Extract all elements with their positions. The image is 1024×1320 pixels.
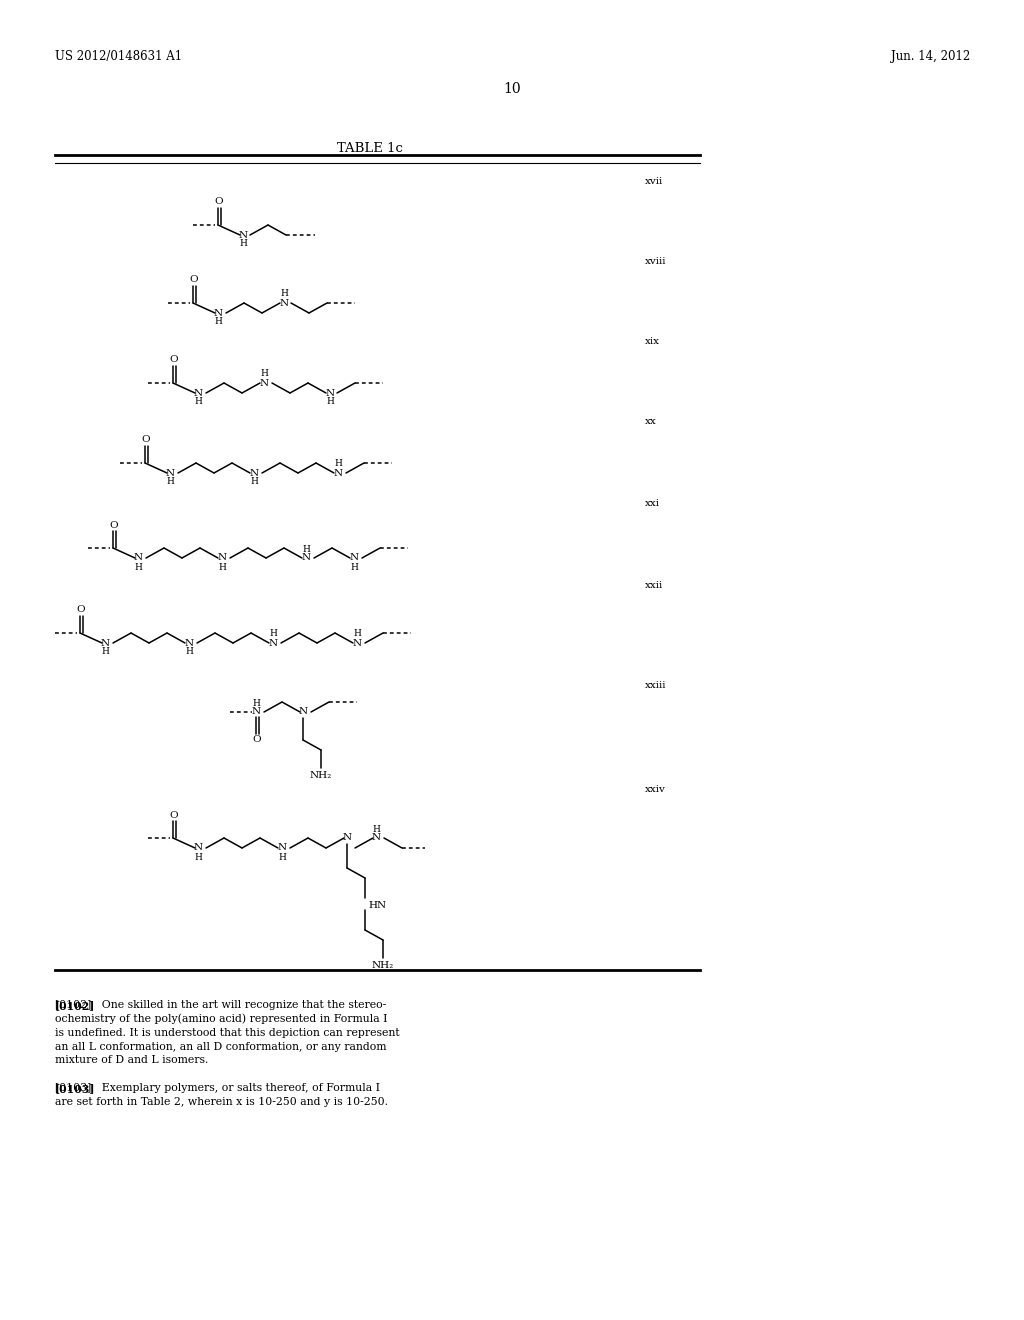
Text: N: N [194,388,203,397]
Text: N: N [217,553,226,562]
Text: TABLE 1c: TABLE 1c [337,143,402,154]
Text: O: O [215,198,223,206]
Text: xxiii: xxiii [645,681,667,689]
Text: H: H [326,397,334,407]
Text: N: N [268,639,278,648]
Text: [0102]   One skilled in the art will recognize that the stereo-
ochemistry of th: [0102] One skilled in the art will recog… [55,1001,399,1065]
Text: H: H [280,289,288,298]
Text: xxi: xxi [645,499,660,507]
Text: xxii: xxii [645,581,664,590]
Text: N: N [250,469,259,478]
Text: HN: HN [368,900,386,909]
Text: N: N [352,639,361,648]
Text: N: N [259,379,268,388]
Text: H: H [252,698,260,708]
Text: N: N [334,469,343,478]
Text: N: N [349,553,358,562]
Text: H: H [101,648,109,656]
Text: H: H [166,478,174,487]
Text: N: N [301,553,310,562]
Text: 10: 10 [503,82,521,96]
Text: N: N [194,843,203,853]
Text: H: H [195,397,202,407]
Text: H: H [134,562,142,572]
Text: O: O [253,735,261,744]
Text: N: N [213,309,222,318]
Text: O: O [189,276,199,285]
Text: NH₂: NH₂ [310,771,332,780]
Text: xix: xix [645,338,660,346]
Text: H: H [350,562,358,572]
Text: xx: xx [645,417,656,426]
Text: O: O [170,810,178,820]
Text: N: N [280,298,289,308]
Text: H: H [195,853,202,862]
Text: [0103]   Exemplary polymers, or salts thereof, of Formula I
are set forth in Tab: [0103] Exemplary polymers, or salts ther… [55,1082,388,1106]
Text: N: N [184,639,194,648]
Text: xvii: xvii [645,177,664,186]
Text: O: O [170,355,178,364]
Text: xviii: xviii [645,257,667,267]
Text: N: N [252,708,260,717]
Text: NH₂: NH₂ [372,961,394,969]
Text: O: O [141,436,151,445]
Text: N: N [298,708,307,717]
Text: xxiv: xxiv [645,785,666,795]
Text: N: N [166,469,174,478]
Text: O: O [110,520,119,529]
Text: N: N [372,833,381,842]
Text: H: H [260,370,268,379]
Text: H: H [185,648,193,656]
Text: H: H [250,478,258,487]
Text: H: H [239,239,247,248]
Text: H: H [218,562,226,572]
Text: H: H [353,630,360,639]
Text: H: H [269,630,276,639]
Text: O: O [77,606,85,615]
Text: [0103]: [0103] [55,1082,95,1094]
Text: [0102]: [0102] [55,1001,95,1011]
Text: H: H [372,825,380,833]
Text: H: H [214,318,222,326]
Text: US 2012/0148631 A1: US 2012/0148631 A1 [55,50,182,63]
Text: N: N [239,231,248,239]
Text: H: H [279,853,286,862]
Text: H: H [334,459,342,469]
Text: N: N [100,639,110,648]
Text: H: H [302,544,310,553]
Text: Jun. 14, 2012: Jun. 14, 2012 [891,50,970,63]
Text: N: N [342,833,351,842]
Text: N: N [133,553,142,562]
Text: N: N [278,843,287,853]
Text: N: N [326,388,335,397]
